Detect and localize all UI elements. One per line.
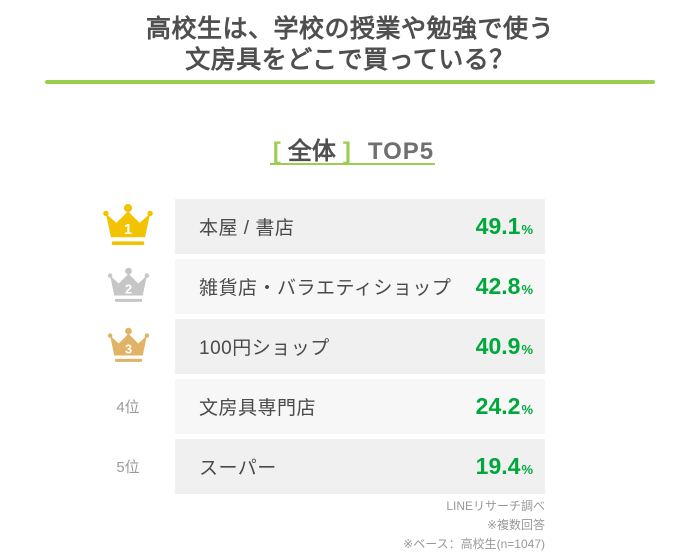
percentage-unit: %	[521, 222, 533, 237]
page-title-line1: 高校生は、学校の授業や勉強で使う	[145, 15, 554, 43]
store-label: 文房具専門店	[199, 398, 317, 419]
percentage: 40.9%	[476, 333, 533, 360]
percentage-unit: %	[521, 342, 533, 357]
percentage-value: 19.4	[475, 453, 521, 479]
bracket-close: ]	[342, 138, 351, 165]
percentage-value: 49.1	[475, 213, 521, 239]
ranking-table: 本屋 / 書店 49.1% 雑貨店・バラエティショップ 42.8% 100円ショ…	[175, 199, 545, 499]
crown-bronze-icon: 3	[107, 327, 149, 362]
percentage-value: 24.2	[475, 393, 521, 419]
crown-gold-icon: 1	[103, 204, 153, 245]
source-note: LINEリサーチ調べ	[446, 499, 545, 513]
sample-base-note: ※ベース：高校生(n=1047)	[403, 537, 545, 551]
store-label: 本屋 / 書店	[199, 218, 295, 239]
section-heading: [全体] TOP5	[0, 131, 700, 166]
store-label: 雑貨店・バラエティショップ	[199, 278, 452, 299]
multiple-answers-note: ※複数回答	[486, 518, 545, 532]
table-row: 100円ショップ 40.9%	[175, 319, 545, 374]
percentage-value: 42.8	[475, 273, 521, 299]
rank-label: 4位	[116, 399, 140, 416]
rank-number: 3	[124, 341, 131, 356]
crown-silver-icon: 2	[107, 267, 149, 302]
page-title-line2: 文房具をどこで買っている？	[185, 46, 515, 74]
percentage: 19.4%	[476, 453, 533, 480]
percentage-unit: %	[521, 282, 533, 297]
rank-count-label: TOP5	[367, 138, 435, 165]
footnotes: LINEリサーチ調べ ※複数回答 ※ベース：高校生(n=1047)	[403, 497, 545, 554]
rank-column: 1 2	[95, 199, 161, 499]
rank-label: 5位	[116, 459, 140, 476]
percentage-unit: %	[521, 462, 533, 477]
section-underline	[270, 163, 435, 165]
rank-marker-3: 3	[95, 319, 161, 374]
table-row: 本屋 / 書店 49.1%	[175, 199, 545, 254]
percentage: 24.2%	[476, 393, 533, 420]
scope-label: 全体	[287, 138, 336, 165]
rank-marker-5: 5位	[95, 439, 161, 494]
rank-marker-2: 2	[95, 259, 161, 314]
rank-marker-4: 4位	[95, 379, 161, 434]
rank-number: 2	[124, 281, 131, 296]
bracket-open: [	[272, 138, 281, 165]
table-row: スーパー 19.4%	[175, 439, 545, 494]
store-label: スーパー	[199, 458, 277, 479]
rank-number: 1	[124, 222, 132, 238]
percentage: 49.1%	[476, 213, 533, 240]
page-title: 高校生は、学校の授業や勉強で使う 文房具をどこで買っている？	[0, 14, 700, 76]
percentage: 42.8%	[476, 273, 533, 300]
percentage-unit: %	[521, 402, 533, 417]
table-row: 文房具専門店 24.2%	[175, 379, 545, 434]
title-divider	[45, 80, 655, 84]
rank-marker-1: 1	[95, 199, 161, 254]
store-label: 100円ショップ	[199, 338, 330, 359]
table-row: 雑貨店・バラエティショップ 42.8%	[175, 259, 545, 314]
percentage-value: 40.9	[475, 333, 521, 359]
